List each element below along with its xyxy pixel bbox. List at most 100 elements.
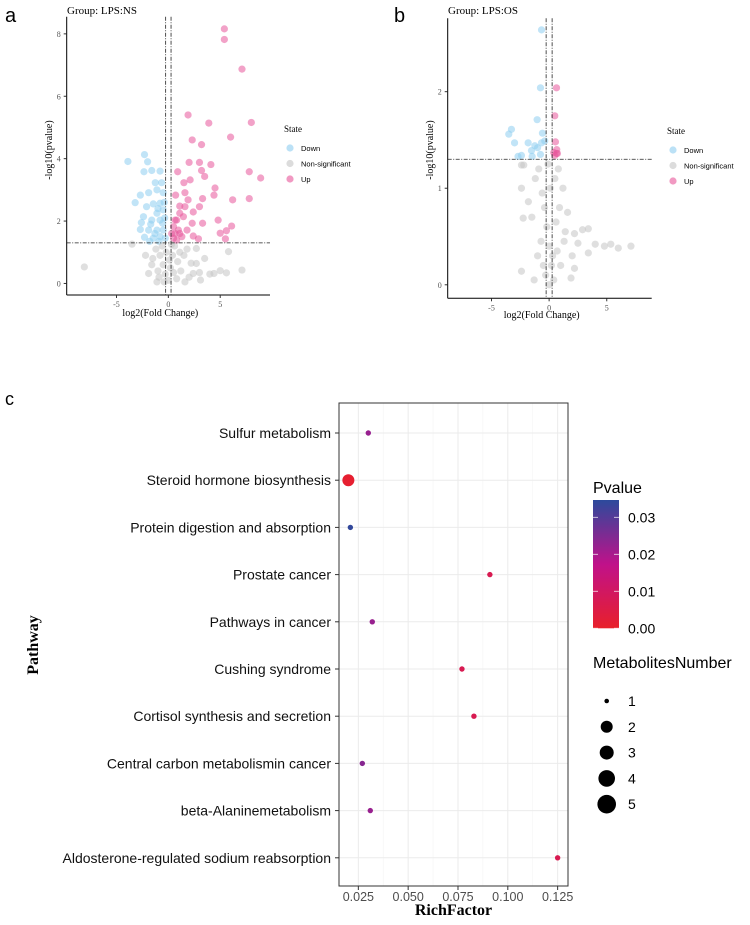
point-up bbox=[245, 194, 253, 203]
point-down bbox=[136, 225, 144, 234]
point-non-significant bbox=[524, 198, 532, 206]
bubble-point bbox=[367, 807, 373, 814]
point-down bbox=[136, 191, 144, 199]
point-down bbox=[140, 151, 149, 159]
point-up bbox=[207, 160, 215, 169]
point-down bbox=[153, 186, 161, 194]
point-non-significant bbox=[545, 281, 553, 289]
bubble-point bbox=[369, 619, 375, 625]
point-down bbox=[160, 198, 168, 206]
point-down bbox=[142, 203, 151, 211]
point-non-significant bbox=[174, 258, 182, 266]
pathway-label: beta-Alaninemetabolism bbox=[181, 803, 331, 819]
point-non-significant bbox=[183, 245, 191, 253]
pathway-label: Cortisol synthesis and secretion bbox=[133, 708, 331, 724]
pathway-label: Pathways in cancer bbox=[210, 614, 332, 630]
point-non-significant bbox=[519, 214, 527, 222]
point-non-significant bbox=[192, 259, 200, 268]
point-non-significant bbox=[607, 240, 615, 248]
point-down bbox=[145, 226, 153, 234]
y-tick-label: 1 bbox=[438, 184, 442, 193]
point-non-significant bbox=[155, 273, 163, 281]
point-up bbox=[214, 216, 222, 224]
plot-background bbox=[339, 403, 568, 886]
point-up bbox=[222, 227, 231, 235]
point-down bbox=[527, 146, 536, 155]
x-tick-label: 0.100 bbox=[492, 890, 523, 904]
point-non-significant bbox=[542, 271, 550, 279]
x-tick-label: 0.075 bbox=[442, 890, 473, 904]
y-axis-label: Pathway bbox=[25, 615, 42, 675]
point-non-significant bbox=[80, 263, 88, 271]
point-up bbox=[189, 208, 197, 216]
point-non-significant bbox=[181, 278, 189, 286]
point-up bbox=[183, 226, 191, 234]
legend-label: Down bbox=[684, 146, 703, 155]
point-up bbox=[226, 133, 235, 141]
size-legend-dot bbox=[598, 770, 615, 787]
x-tick-label: 0.125 bbox=[542, 890, 573, 904]
y-axis-label: -log10(pvalue) bbox=[425, 120, 436, 179]
point-down bbox=[538, 129, 547, 137]
point-up bbox=[174, 168, 182, 176]
point-up bbox=[197, 141, 206, 149]
point-non-significant bbox=[538, 189, 546, 197]
point-non-significant bbox=[591, 240, 599, 248]
legend-key-up bbox=[286, 175, 294, 183]
point-up bbox=[195, 158, 204, 167]
panel-label: a bbox=[5, 5, 17, 27]
point-up bbox=[220, 35, 228, 44]
point-non-significant bbox=[555, 203, 564, 212]
point-non-significant bbox=[570, 230, 579, 238]
point-up bbox=[180, 179, 188, 187]
point-non-significant bbox=[568, 252, 576, 260]
point-non-significant bbox=[553, 247, 561, 255]
point-non-significant bbox=[533, 252, 542, 260]
legend-label: Up bbox=[684, 177, 694, 186]
point-up bbox=[189, 232, 197, 240]
point-up bbox=[198, 219, 207, 227]
point-non-significant bbox=[574, 239, 582, 247]
point-up bbox=[228, 222, 236, 230]
legend-key-non-significant bbox=[669, 161, 677, 170]
point-non-significant bbox=[552, 218, 560, 226]
point-down bbox=[537, 26, 546, 34]
point-down bbox=[510, 139, 519, 147]
point-non-significant bbox=[158, 242, 166, 250]
legend-label: Up bbox=[301, 175, 311, 184]
point-non-significant bbox=[222, 269, 231, 277]
point-up bbox=[171, 216, 179, 224]
point-down bbox=[144, 158, 152, 166]
point-non-significant bbox=[563, 208, 572, 216]
point-down bbox=[161, 214, 169, 222]
point-non-significant bbox=[545, 242, 553, 250]
volcano-panel-a bbox=[63, 16, 294, 298]
bubble-point bbox=[471, 713, 477, 719]
point-non-significant bbox=[128, 240, 136, 248]
point-non-significant bbox=[530, 276, 538, 284]
point-down bbox=[159, 189, 167, 197]
point-up bbox=[176, 209, 184, 217]
size-legend-label: 5 bbox=[628, 796, 636, 812]
pathway-label: Cushing syndrome bbox=[214, 661, 331, 677]
y-tick-label: 0 bbox=[57, 279, 61, 288]
pathway-label: Prostate cancer bbox=[233, 567, 331, 583]
point-up bbox=[552, 84, 561, 92]
point-up bbox=[168, 229, 176, 238]
point-up bbox=[245, 168, 253, 176]
point-up bbox=[551, 112, 559, 120]
point-down bbox=[124, 157, 132, 166]
plot-title: Group: LPS:OS bbox=[448, 5, 518, 17]
y-tick-label: 2 bbox=[57, 217, 61, 226]
point-non-significant bbox=[177, 267, 185, 275]
point-non-significant bbox=[206, 270, 214, 278]
point-down bbox=[517, 151, 526, 160]
colorbar-tick-label: 0.00 bbox=[628, 620, 655, 636]
point-non-significant bbox=[560, 237, 568, 245]
point-non-significant bbox=[517, 184, 526, 192]
point-non-significant bbox=[600, 242, 609, 250]
point-down bbox=[541, 137, 549, 145]
bubble-point bbox=[342, 474, 355, 487]
point-non-significant bbox=[149, 254, 157, 263]
